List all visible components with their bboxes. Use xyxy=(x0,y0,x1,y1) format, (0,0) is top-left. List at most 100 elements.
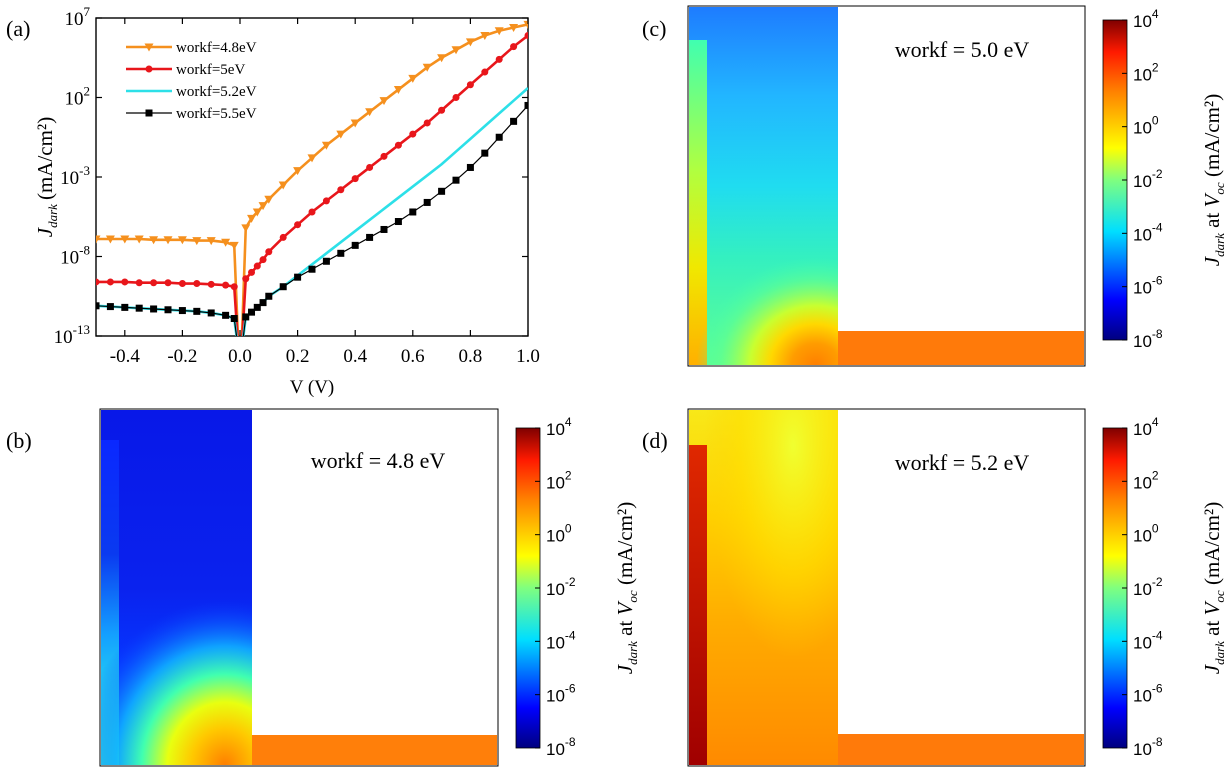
colorbar-tick-label: 102 xyxy=(1133,468,1159,492)
colorbar-tick-label: 102 xyxy=(1133,60,1159,84)
data-point xyxy=(451,46,461,55)
data-point xyxy=(253,303,261,311)
data-point xyxy=(150,279,158,287)
colorbar-tick-label: 10-6 xyxy=(1133,682,1163,706)
heatmap-c-annotation: workf = 5.0 eV xyxy=(895,37,1030,62)
series-line-3 xyxy=(96,86,528,336)
data-point xyxy=(178,280,186,288)
heatmap-b: workf = 4.8 eV xyxy=(99,408,499,767)
colorbar-tick-label: 10-2 xyxy=(546,575,576,599)
legend-label-2: workf=5eV xyxy=(176,62,245,78)
data-point xyxy=(230,283,238,291)
data-point xyxy=(322,197,330,205)
colorbar-tick-label: 100 xyxy=(546,522,572,546)
panel-label-d: (d) xyxy=(642,428,668,453)
data-point xyxy=(337,186,345,194)
data-point xyxy=(379,97,389,106)
heatmap-c-contact xyxy=(838,331,1084,365)
data-point xyxy=(510,43,518,51)
data-point xyxy=(121,303,129,311)
colorbar-tick-label: 10-4 xyxy=(546,628,576,652)
x-tick-label: 0.4 xyxy=(343,346,367,367)
data-point xyxy=(207,280,215,288)
data-point xyxy=(192,237,202,246)
data-point xyxy=(466,163,474,171)
colorbar-label: Jdark at Voc (mA/cm²) xyxy=(1200,502,1227,674)
data-point xyxy=(494,27,504,36)
data-point xyxy=(258,202,268,211)
data-point xyxy=(510,117,518,125)
data-point xyxy=(96,235,101,244)
data-point xyxy=(230,315,238,323)
heatmap-d-contact xyxy=(838,734,1084,765)
data-point xyxy=(96,278,100,286)
data-point xyxy=(294,221,302,229)
data-point xyxy=(495,133,503,141)
data-point xyxy=(279,233,287,241)
data-point xyxy=(242,275,250,283)
data-point xyxy=(253,262,261,270)
data-point xyxy=(193,280,201,288)
data-point xyxy=(408,74,418,83)
colorbar-tick-label: 10-6 xyxy=(546,682,576,706)
data-point xyxy=(120,235,130,244)
legend: workf=4.8eV workf=5eV workf=5.2eV workf=5.5… xyxy=(126,40,257,122)
data-point xyxy=(523,20,528,29)
jv-line-chart: -0.4 -0.2 0.0 0.2 0.4 0.6 0.8 1.0 107 102 10-3 10-… xyxy=(33,4,540,398)
data-point xyxy=(466,81,474,89)
x-tick-label: 0.6 xyxy=(401,346,425,367)
heatmap-d-upper-glow xyxy=(689,410,838,765)
data-point xyxy=(337,249,345,257)
data-point xyxy=(380,225,388,233)
heatmap-d-annotation: workf = 5.2 eV xyxy=(895,450,1030,475)
legend-label-3: workf=5.2eV xyxy=(176,84,257,100)
x-axis-label: V (V) xyxy=(290,377,335,398)
colorbar-tick-label: 10-8 xyxy=(1133,735,1163,759)
data-point xyxy=(480,31,490,40)
colorbar-tick-label: 10-2 xyxy=(1133,167,1163,191)
data-point xyxy=(350,119,360,128)
panel-label-b: (b) xyxy=(6,428,32,453)
colorbar-tick-label: 100 xyxy=(1133,522,1159,546)
legend-marker xyxy=(145,109,153,117)
data-point xyxy=(265,248,273,256)
data-point xyxy=(259,299,267,307)
y-tick-label: 107 xyxy=(65,4,91,30)
data-point xyxy=(438,106,446,114)
data-point xyxy=(307,154,317,163)
data-point xyxy=(322,257,330,265)
data-point xyxy=(481,149,489,157)
data-point xyxy=(394,141,402,149)
data-point xyxy=(495,55,503,63)
data-point xyxy=(452,94,460,101)
data-point xyxy=(308,208,316,216)
x-tick-label: 0.0 xyxy=(228,346,252,367)
colorbar-tick-label: 104 xyxy=(1133,7,1159,31)
colorbar-tick-label: 10-8 xyxy=(546,735,576,759)
data-point xyxy=(248,308,256,316)
colorbar-tick-label: 10-8 xyxy=(1133,327,1163,351)
data-point xyxy=(437,54,447,63)
data-point xyxy=(177,236,187,245)
colorbar-tick-label: 10-6 xyxy=(1133,274,1163,298)
data-point xyxy=(248,268,256,276)
colorbar-b: 104 102 100 10-2 10-4 10-6 10-8 Jdark at Voc (m… xyxy=(515,415,640,759)
data-point xyxy=(229,241,239,250)
heatmap-b-junction-glow xyxy=(101,600,252,765)
legend-label-1: workf=4.8eV xyxy=(176,40,257,56)
data-point xyxy=(438,187,446,195)
data-point xyxy=(423,119,431,127)
y-tick-label: 10-8 xyxy=(60,243,90,269)
data-point xyxy=(365,108,375,117)
legend-label-4: workf=5.5eV xyxy=(176,106,257,122)
data-point xyxy=(409,208,417,216)
data-point xyxy=(422,63,432,72)
data-point xyxy=(394,218,402,226)
colorbar-d: 104 102 100 10-2 10-4 10-6 10-8 Jdark at Voc (m… xyxy=(1102,415,1227,759)
data-point xyxy=(524,31,528,39)
colorbar-tick-label: 100 xyxy=(1133,114,1159,138)
heatmap-d-electrode xyxy=(689,445,707,765)
data-point xyxy=(221,238,231,247)
series-line-1 xyxy=(96,23,528,336)
data-point xyxy=(222,311,230,319)
